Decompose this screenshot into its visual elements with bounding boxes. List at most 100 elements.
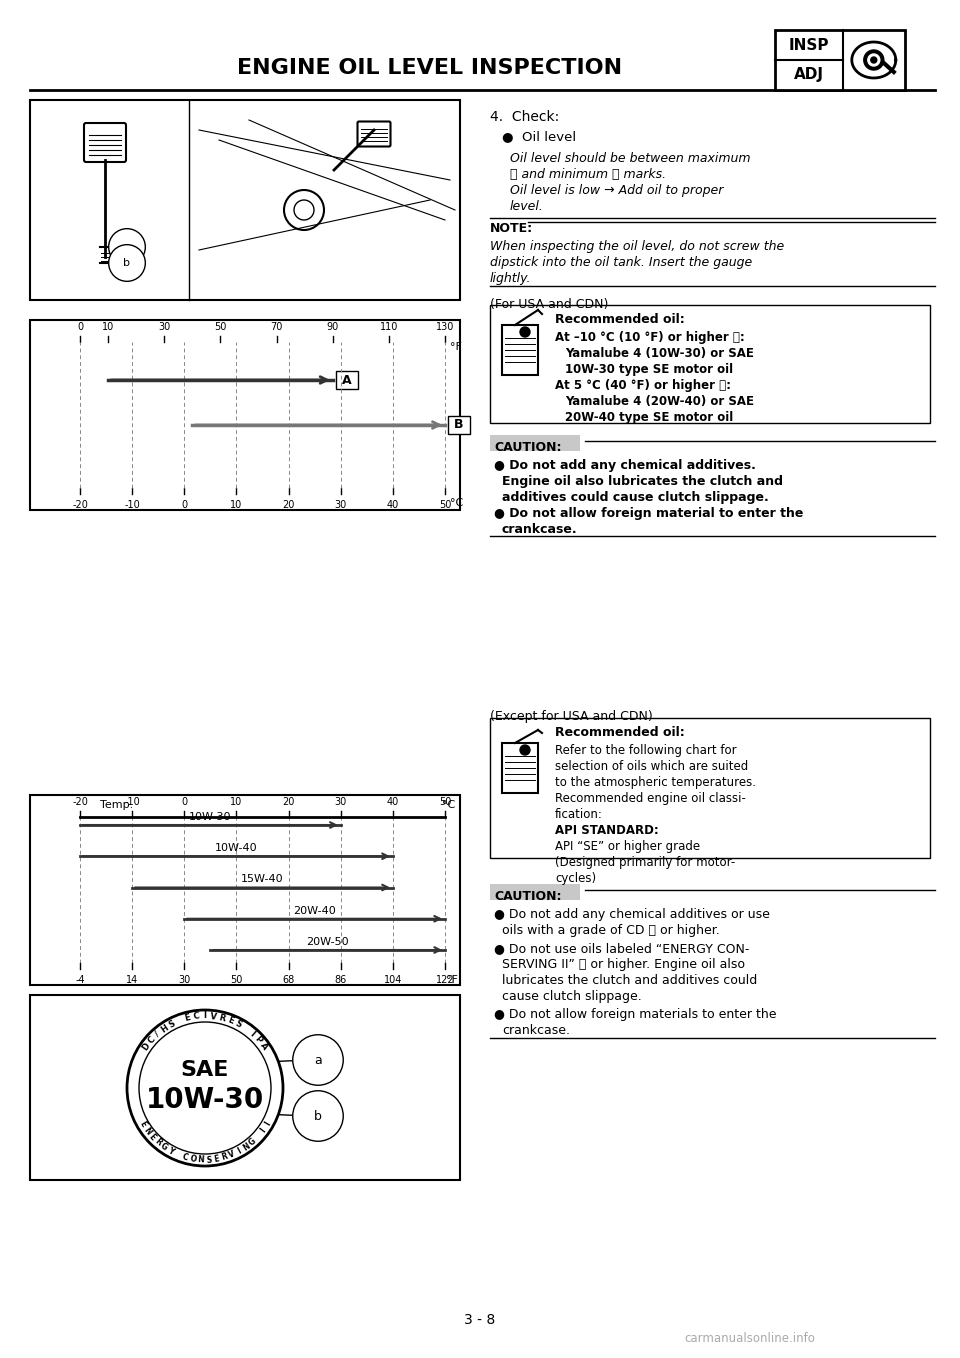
Text: fication:: fication: (555, 808, 603, 822)
Text: -20: -20 (72, 797, 88, 807)
Text: ● Do not allow foreign materials to enter the: ● Do not allow foreign materials to ente… (494, 1008, 777, 1021)
Bar (336, 371, 358, 388)
Text: 10W-30: 10W-30 (189, 812, 231, 822)
Text: S: S (206, 1156, 212, 1165)
Text: E: E (227, 1016, 234, 1025)
Bar (502, 325, 538, 375)
Text: 40: 40 (387, 797, 399, 807)
Text: lubricates the clutch and additives could: lubricates the clutch and additives coul… (502, 974, 757, 987)
Text: 10: 10 (102, 322, 114, 331)
Text: 86: 86 (335, 975, 347, 985)
Text: -10: -10 (124, 797, 140, 807)
Text: 10W-30 type SE motor oil: 10W-30 type SE motor oil (565, 363, 733, 376)
Text: G: G (247, 1137, 257, 1148)
Text: 10: 10 (230, 500, 243, 511)
Text: I: I (249, 1029, 256, 1039)
Text: ● Do not allow foreign material to enter the: ● Do not allow foreign material to enter… (494, 507, 804, 520)
Text: At –10 °C (10 °F) or higher Ⓐ:: At –10 °C (10 °F) or higher Ⓐ: (555, 331, 745, 344)
Text: 0: 0 (181, 797, 187, 807)
Text: 50: 50 (214, 322, 227, 331)
Text: (Except for USA and CDN): (Except for USA and CDN) (490, 710, 653, 722)
Text: E: E (147, 1131, 157, 1142)
Text: ADJ: ADJ (794, 68, 824, 83)
Bar (30, 320, 460, 511)
Text: oils with a grade of CD ⓐ or higher.: oils with a grade of CD ⓐ or higher. (502, 923, 720, 937)
Text: API STANDARD:: API STANDARD: (555, 824, 659, 837)
Text: °F: °F (446, 975, 458, 985)
Text: I: I (204, 1012, 206, 1020)
Text: R: R (218, 1013, 227, 1023)
Text: 10W-30: 10W-30 (146, 1086, 264, 1114)
Text: Recommended oil:: Recommended oil: (555, 727, 684, 739)
Bar (502, 743, 538, 793)
Text: 50: 50 (439, 500, 451, 511)
Text: 30: 30 (179, 975, 190, 985)
Text: 15W-40: 15W-40 (241, 875, 284, 884)
Circle shape (520, 327, 530, 337)
Text: At 5 °C (40 °F) or higher Ⓑ:: At 5 °C (40 °F) or higher Ⓑ: (555, 379, 731, 392)
Text: cycles): cycles) (555, 872, 596, 885)
Text: cause clutch slippage.: cause clutch slippage. (502, 990, 641, 1004)
Text: Recommended engine oil classi-: Recommended engine oil classi- (555, 792, 746, 805)
Circle shape (868, 54, 879, 67)
Text: ● Do not add any chemical additives or use: ● Do not add any chemical additives or u… (494, 909, 770, 921)
Text: ENGINE OIL LEVEL INSPECTION: ENGINE OIL LEVEL INSPECTION (237, 58, 623, 77)
Text: SERVING II” ⓑ or higher. Engine oil also: SERVING II” ⓑ or higher. Engine oil also (502, 957, 745, 971)
Text: 70: 70 (271, 322, 283, 331)
Text: N: N (198, 1156, 204, 1165)
Bar (30, 995, 460, 1180)
Text: to the atmospheric temperatures.: to the atmospheric temperatures. (555, 775, 756, 789)
Text: INSP: INSP (788, 38, 829, 53)
Text: 90: 90 (326, 322, 339, 331)
Text: NOTE:: NOTE: (490, 221, 533, 235)
Text: selection of oils which are suited: selection of oils which are suited (555, 760, 748, 773)
Text: CAUTION:: CAUTION: (494, 441, 562, 454)
Text: D: D (140, 1042, 152, 1052)
Text: 122: 122 (436, 975, 454, 985)
Text: 4.  Check:: 4. Check: (490, 110, 560, 124)
Text: 20W-40: 20W-40 (293, 906, 336, 915)
Text: dipstick into the oil tank. Insert the gauge: dipstick into the oil tank. Insert the g… (490, 257, 753, 269)
Text: 40: 40 (387, 500, 399, 511)
Text: Y: Y (166, 1146, 176, 1157)
Text: 30: 30 (335, 797, 347, 807)
Text: ●  Oil level: ● Oil level (502, 130, 576, 143)
Text: b: b (124, 258, 131, 268)
Text: 50: 50 (439, 797, 451, 807)
Text: N: N (241, 1142, 252, 1153)
Circle shape (871, 57, 876, 62)
Text: 20: 20 (282, 797, 295, 807)
Text: 14: 14 (126, 975, 138, 985)
Text: crankcase.: crankcase. (502, 1024, 570, 1038)
Text: (Designed primarily for motor-: (Designed primarily for motor- (555, 856, 735, 869)
Text: E: E (184, 1013, 192, 1023)
Text: CAUTION:: CAUTION: (494, 889, 562, 903)
Text: °C: °C (450, 498, 464, 508)
Text: When inspecting the oil level, do not screw the: When inspecting the oil level, do not sc… (490, 240, 784, 253)
Text: Engine oil also lubricates the clutch and: Engine oil also lubricates the clutch an… (502, 475, 783, 488)
Text: A: A (258, 1042, 270, 1052)
Text: R: R (153, 1137, 163, 1148)
Text: V: V (228, 1149, 236, 1160)
Text: 68: 68 (282, 975, 295, 985)
Text: V: V (210, 1012, 217, 1021)
Text: B: B (454, 418, 464, 432)
Text: 20: 20 (282, 500, 295, 511)
Bar (490, 306, 930, 422)
Text: C: C (146, 1035, 156, 1046)
Bar (490, 435, 580, 451)
Text: Recommended oil:: Recommended oil: (555, 312, 684, 326)
Text: 20W-50: 20W-50 (306, 937, 349, 947)
Bar (30, 794, 460, 985)
Text: crankcase.: crankcase. (502, 523, 578, 536)
Bar (775, 30, 905, 90)
Text: 3 - 8: 3 - 8 (465, 1313, 495, 1327)
Text: S: S (233, 1018, 243, 1029)
FancyBboxPatch shape (84, 124, 126, 162)
Text: E: E (137, 1119, 148, 1128)
Text: G: G (158, 1142, 169, 1153)
Text: H: H (159, 1023, 170, 1035)
Text: /: / (154, 1029, 161, 1039)
Text: 130: 130 (436, 322, 454, 331)
Bar (30, 100, 460, 300)
